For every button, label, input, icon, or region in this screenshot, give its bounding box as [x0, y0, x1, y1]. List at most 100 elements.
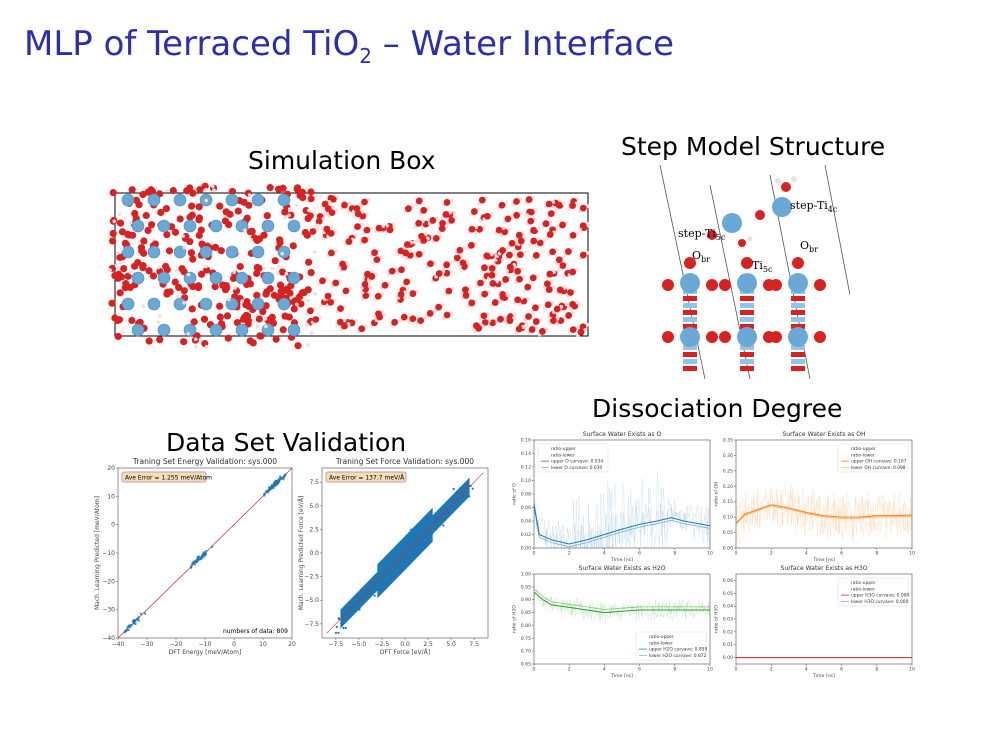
water-o — [489, 280, 497, 287]
x-axis-label: Time [ns] — [812, 557, 835, 563]
slab-ti — [251, 245, 265, 259]
slab-o — [216, 202, 224, 210]
force-point — [381, 580, 384, 583]
slab-o — [116, 289, 124, 297]
slab-o — [140, 237, 148, 245]
force-point — [337, 631, 340, 635]
water-o — [468, 299, 476, 307]
slab-o — [169, 186, 177, 195]
y-tick-label: 0.04 — [521, 519, 531, 525]
step-o-atom — [706, 279, 718, 291]
water-o — [361, 198, 368, 206]
slab-o — [162, 204, 171, 213]
step-column-band — [740, 359, 754, 364]
simbox-atoms — [108, 182, 590, 350]
water-o — [415, 219, 423, 227]
legend-entry: ratio-lower — [851, 586, 875, 592]
slab-ti — [121, 297, 135, 311]
y-tick-label: 0.20 — [723, 484, 733, 490]
water-o — [579, 222, 587, 230]
slab-h — [117, 212, 122, 217]
chart-title: Surface Water Exists as O — [583, 431, 662, 438]
legend-entry: ratio-lower — [551, 452, 575, 458]
water-o — [391, 318, 399, 326]
slab-o — [196, 186, 204, 194]
force-point — [424, 526, 428, 529]
force-point — [340, 624, 343, 627]
force-point — [452, 509, 455, 512]
slab-o — [307, 188, 315, 196]
force-point — [379, 583, 382, 587]
force-point — [343, 612, 346, 616]
slab-o — [187, 249, 196, 257]
force-point — [454, 497, 457, 500]
water-o — [345, 238, 353, 246]
step-o-atom — [662, 331, 674, 343]
slab-h — [263, 317, 268, 321]
force-point — [376, 576, 380, 579]
slab-ti — [147, 297, 161, 311]
water-o — [358, 325, 366, 333]
slab-h — [212, 188, 216, 192]
energy-point — [281, 477, 285, 480]
force-point — [398, 560, 402, 563]
water-o — [555, 256, 563, 264]
slab-h — [115, 251, 120, 256]
slab-o — [286, 289, 294, 297]
legend-box — [837, 443, 909, 473]
section-data-set-validation: Data Set Validation — [166, 428, 407, 457]
water-o — [481, 319, 489, 326]
water-o — [327, 249, 335, 257]
slab-o — [166, 288, 174, 296]
slab-h — [227, 297, 231, 302]
water-o — [427, 260, 434, 268]
slab-h — [174, 269, 179, 273]
slab-o — [243, 214, 251, 222]
water-o — [329, 195, 337, 203]
slab-o — [307, 269, 315, 277]
slab-ti — [251, 193, 265, 207]
water-o — [409, 315, 417, 323]
force-point — [423, 522, 426, 525]
y-axis-label: ratio of H3O — [714, 605, 720, 633]
slab-o — [197, 226, 205, 234]
force-point — [419, 533, 422, 536]
water-o — [443, 261, 451, 269]
step-column-band — [683, 345, 697, 350]
step-ti5c-atom — [722, 213, 742, 233]
force-point — [406, 552, 410, 555]
y-tick-label: 0.02 — [521, 532, 531, 538]
step-o-atom — [684, 257, 696, 269]
legend-entry: lower OH curvave: 0.098 — [851, 465, 906, 471]
water-o — [417, 317, 425, 325]
slab-h — [141, 304, 145, 308]
y-tick-label: 0.70 — [521, 649, 531, 655]
force-point — [340, 622, 343, 625]
force-point — [429, 520, 432, 523]
slab-h — [156, 320, 161, 324]
legend-entry: lower H2O curvave: 0.872 — [649, 653, 707, 659]
water-o — [435, 303, 443, 311]
slab-o — [256, 332, 264, 340]
force-point — [421, 541, 425, 544]
water-o — [443, 311, 451, 319]
water-o — [577, 328, 585, 336]
water-o — [516, 275, 523, 283]
slab-o — [285, 313, 293, 321]
water-o — [513, 211, 520, 219]
slab-o — [248, 227, 256, 235]
y-tick-label: 0.00 — [521, 546, 531, 552]
slab-o — [236, 262, 244, 271]
y-tick-label: 0.10 — [521, 478, 531, 484]
energy-point — [196, 556, 199, 559]
slab-o — [109, 229, 117, 238]
data-count-note: numbers of data: 809 — [223, 628, 288, 635]
step-o-atom — [770, 331, 782, 343]
slab-o — [116, 219, 125, 227]
water-o — [443, 199, 451, 206]
slab-ti — [277, 297, 291, 311]
water-o — [475, 324, 483, 332]
force-point — [392, 551, 395, 555]
step-column-band — [740, 345, 754, 350]
energy-point — [283, 475, 286, 478]
